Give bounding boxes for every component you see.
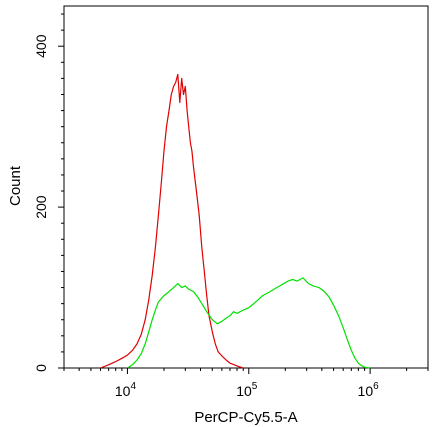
x-axis-label: PerCP-Cy5.5-A [194, 409, 297, 426]
series-line-1 [100, 73, 244, 369]
y-tick-label: 400 [33, 34, 49, 58]
x-tick-label: 105 [236, 381, 258, 399]
y-axis-ticks: 0 200 400 [33, 13, 64, 372]
series-line-2 [127, 277, 371, 369]
plot-area [63, 5, 429, 369]
y-tick-label: 200 [33, 195, 49, 219]
series-layer [100, 73, 371, 369]
x-tick-label: 104 [115, 381, 137, 399]
y-tick-label: 0 [33, 364, 49, 372]
x-tick-label: 106 [358, 381, 380, 399]
y-axis-label: Count [7, 165, 24, 206]
plot-frame [63, 5, 429, 369]
x-axis-ticks: 104 105 106 [63, 368, 429, 399]
